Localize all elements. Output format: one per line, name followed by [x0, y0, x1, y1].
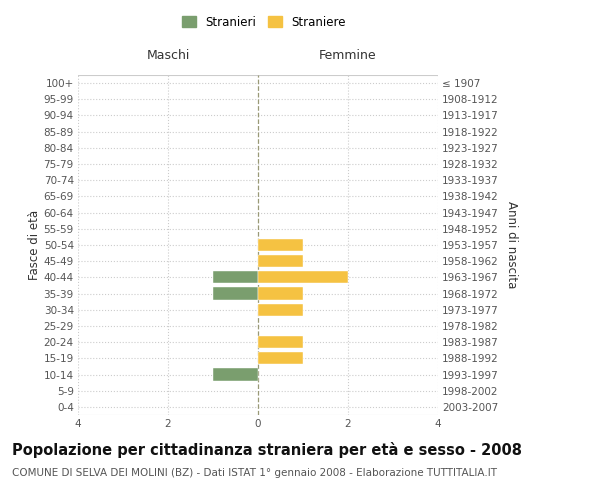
Bar — [258, 352, 303, 364]
Text: COMUNE DI SELVA DEI MOLINI (BZ) - Dati ISTAT 1° gennaio 2008 - Elaborazione TUTT: COMUNE DI SELVA DEI MOLINI (BZ) - Dati I… — [12, 468, 497, 477]
Bar — [213, 368, 258, 380]
Y-axis label: Fasce di età: Fasce di età — [28, 210, 41, 280]
Bar — [258, 239, 303, 251]
Bar — [258, 304, 303, 316]
Text: Femmine: Femmine — [319, 50, 377, 62]
Bar — [258, 272, 348, 283]
Bar — [213, 272, 258, 283]
Bar — [258, 255, 303, 268]
Legend: Stranieri, Straniere: Stranieri, Straniere — [177, 11, 351, 34]
Bar — [258, 336, 303, 348]
Bar — [258, 288, 303, 300]
Text: Popolazione per cittadinanza straniera per età e sesso - 2008: Popolazione per cittadinanza straniera p… — [12, 442, 522, 458]
Y-axis label: Anni di nascita: Anni di nascita — [505, 202, 518, 288]
Bar — [213, 288, 258, 300]
Text: Maschi: Maschi — [146, 50, 190, 62]
